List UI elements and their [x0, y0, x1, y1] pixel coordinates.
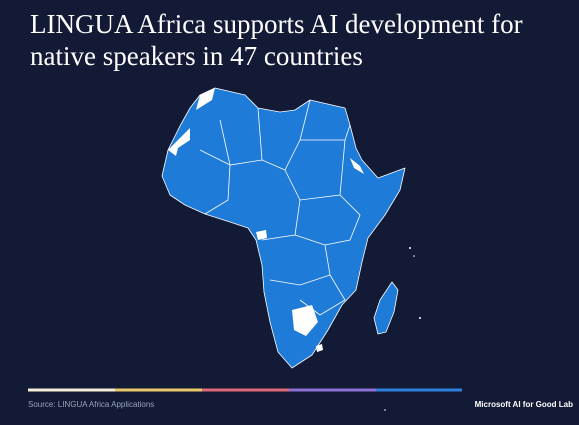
excluded-countries: [168, 88, 421, 411]
brand: Microsoft AI for Good Lab: [474, 400, 573, 409]
source: Source: LINGUA Africa Applications: [28, 400, 155, 409]
borders: [199, 99, 361, 316]
madagascar: [373, 281, 399, 335]
continent: [161, 87, 406, 369]
title: LINGUA Africa supports AI development fo…: [30, 9, 523, 71]
